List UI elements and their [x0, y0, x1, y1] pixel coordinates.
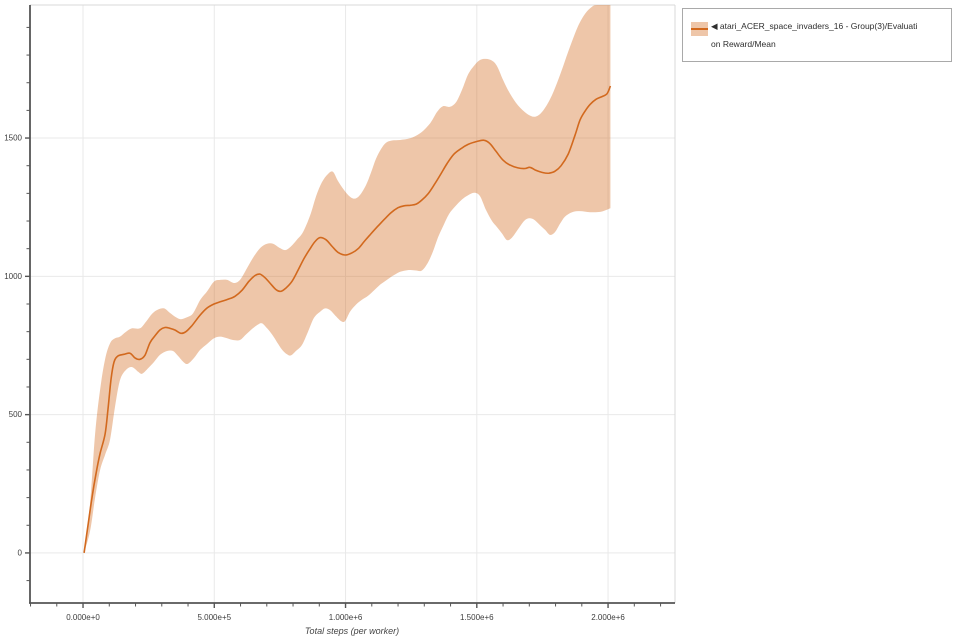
- x-tick-label: 1.000e+6: [329, 613, 363, 622]
- legend-marker: [691, 22, 708, 36]
- x-tick-label: 0.000e+0: [66, 613, 100, 622]
- y-tick-label: 1500: [4, 134, 22, 143]
- legend-item[interactable]: ◀ atari_ACER_space_invaders_16 - Group(3…: [683, 9, 951, 61]
- legend: ◀ atari_ACER_space_invaders_16 - Group(3…: [682, 8, 952, 62]
- y-tick-label: 500: [9, 410, 23, 419]
- x-axis-title: Total steps (per worker): [305, 626, 399, 636]
- legend-label-line1: ◀ atari_ACER_space_invaders_16 - Group(3…: [711, 21, 918, 31]
- series-mean-line: [83, 85, 612, 554]
- x-tick-label: 5.000e+5: [197, 613, 231, 622]
- x-tick-label: 1.500e+6: [460, 613, 494, 622]
- legend-label: ◀ atari_ACER_space_invaders_16 - Group(3…: [711, 17, 946, 53]
- y-tick-label: 0: [18, 548, 23, 557]
- y-tick-label: 1000: [4, 272, 22, 281]
- legend-marker-line: [691, 27, 708, 30]
- legend-label-line2: on Reward/Mean: [711, 39, 776, 49]
- x-tick-label: 2.000e+6: [591, 613, 625, 622]
- series-band: [84, 5, 611, 553]
